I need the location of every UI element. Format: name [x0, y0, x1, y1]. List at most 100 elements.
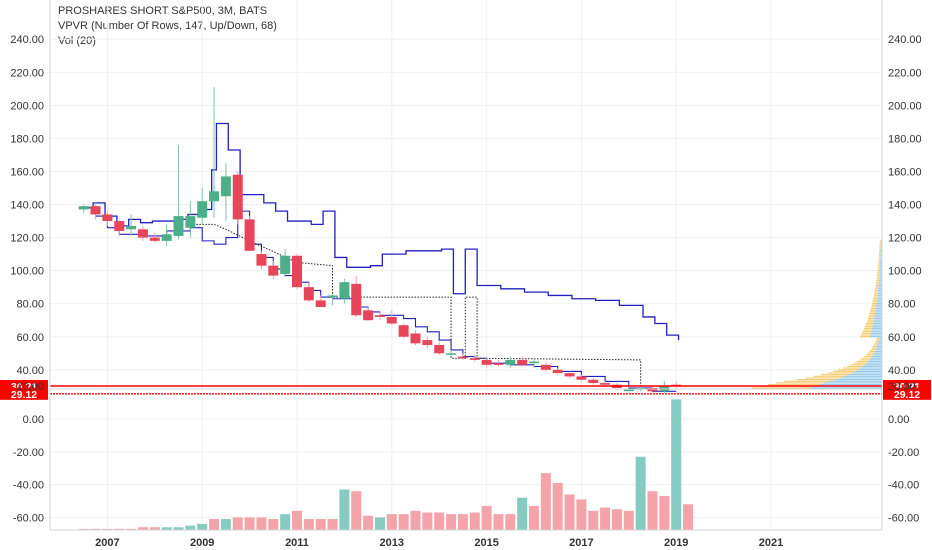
vpvr-up-bar: [872, 327, 882, 329]
volume-tick-label-right: -20.00: [888, 447, 919, 459]
candle-body: [197, 201, 208, 218]
candle-body: [244, 219, 255, 251]
vpvr-down-bar: [870, 309, 876, 311]
candle-body: [185, 216, 196, 228]
vpvr-down-bar: [872, 302, 877, 305]
candle-body: [552, 369, 563, 374]
vpvr-up-bar: [873, 319, 882, 321]
vpvr-down-bar: [833, 370, 856, 372]
vpvr-down-bar: [879, 241, 881, 244]
vpvr-up-bar: [876, 301, 882, 303]
candle-body: [351, 283, 362, 316]
price-tick-label-left: 160.00: [10, 166, 44, 178]
vpvr-down-bar: [861, 332, 871, 334]
vpvr-down-bar: [872, 345, 877, 348]
vpvr-down-bar: [879, 243, 881, 245]
volume-tick-label-right: 20.00: [888, 381, 916, 393]
vpvr-down-bar: [866, 322, 874, 325]
volume-bar: [600, 507, 611, 530]
vpvr-down-bar: [878, 255, 881, 257]
vpvr-down-bar: [876, 337, 880, 339]
volume-bar: [481, 505, 492, 530]
vpvr-down-bar: [870, 307, 876, 310]
candle-body: [292, 255, 302, 288]
vpvr-down-bar: [878, 256, 881, 258]
candle-body: [564, 373, 575, 377]
vpvr-up-bar: [879, 273, 882, 275]
vpvr-up-bar: [835, 379, 882, 381]
candle-body: [303, 287, 314, 301]
vpvr-up-bar: [869, 359, 882, 361]
vpvr-down-bar: [813, 375, 845, 377]
volume-bar: [517, 497, 528, 530]
vpvr-up-bar: [880, 245, 882, 247]
vpvr-up-bar: [868, 360, 882, 363]
time-tick-label: 2021: [759, 537, 783, 549]
vpvr-up-bar: [880, 260, 882, 262]
volume-bar: [457, 514, 468, 530]
price-badge-label-left: 29.12: [11, 389, 37, 401]
vpvr-up-bar: [879, 278, 882, 280]
volume-bar: [280, 514, 291, 530]
vpvr-down-bar: [856, 360, 869, 363]
volume-tick-label-left: -40.00: [13, 480, 44, 492]
volume-bar: [611, 509, 622, 530]
vpvr-down-bar: [874, 291, 878, 293]
vpvr-down-bar: [850, 364, 865, 366]
candle-body: [268, 265, 279, 276]
vpvr-down-bar: [877, 269, 880, 272]
vpvr-up-bar: [880, 253, 882, 255]
vpvr-down-bar: [776, 382, 824, 384]
vpvr-up-bar: [877, 294, 882, 296]
vpvr-down-bar: [877, 268, 880, 270]
price-tick-label-right: 140.00: [888, 200, 922, 212]
vpvr-up-bar: [879, 268, 882, 270]
vpvr-up-bar: [873, 322, 882, 325]
vpvr-down-bar: [838, 369, 858, 371]
volume-bar: [623, 510, 634, 530]
candle-body: [398, 325, 409, 337]
vpvr-down-bar: [874, 289, 879, 291]
vpvr-down-bar: [877, 266, 880, 268]
volume-bar: [256, 517, 267, 530]
vpvr-down-bar: [827, 372, 853, 374]
vpvr-down-bar: [868, 316, 875, 318]
vpvr-down-bar: [874, 342, 878, 344]
vpvr-up-bar: [870, 334, 882, 336]
vpvr-up-bar: [855, 370, 882, 372]
vpvr-up-bar: [866, 362, 882, 364]
price-tick-label-left: 40.00: [16, 365, 44, 377]
vpvr-down-bar: [879, 251, 881, 253]
vpvr-up-bar: [848, 374, 882, 376]
vpvr-up-bar: [862, 365, 882, 368]
vpvr-up-bar: [876, 347, 882, 349]
dotted-profile-path: [190, 223, 642, 387]
vpvr-down-bar: [876, 278, 880, 280]
price-badge-right: [883, 387, 931, 400]
candle-body: [220, 176, 231, 197]
price-tick-label-left: 120.00: [10, 233, 44, 245]
vpvr-up-bar: [869, 336, 882, 338]
candle-body: [78, 206, 89, 210]
vpvr-down-bar: [872, 299, 877, 301]
vpvr-up-bar: [877, 344, 882, 346]
vpvr-up-bar: [878, 284, 882, 287]
vpvr-up-bar: [878, 279, 882, 282]
vpvr-down-bar: [875, 288, 879, 290]
vpvr-up-bar: [872, 324, 882, 326]
time-tick-label: 2011: [285, 537, 309, 549]
candle-body: [209, 191, 220, 202]
vpvr-up-bar: [871, 331, 882, 333]
vpvr-up-bar: [844, 375, 882, 377]
vpvr-down-bar: [871, 306, 877, 308]
volume-bar: [374, 517, 385, 530]
vpvr-down-bar: [873, 298, 878, 300]
candle-body: [114, 221, 125, 231]
candle-body: [600, 383, 611, 385]
price-tick-label-right: 80.00: [888, 299, 916, 311]
candle-body: [386, 316, 397, 324]
price-tick-label-right: 60.00: [888, 332, 916, 344]
volume-bar: [173, 527, 184, 530]
vpvr-up-bar: [877, 293, 882, 295]
